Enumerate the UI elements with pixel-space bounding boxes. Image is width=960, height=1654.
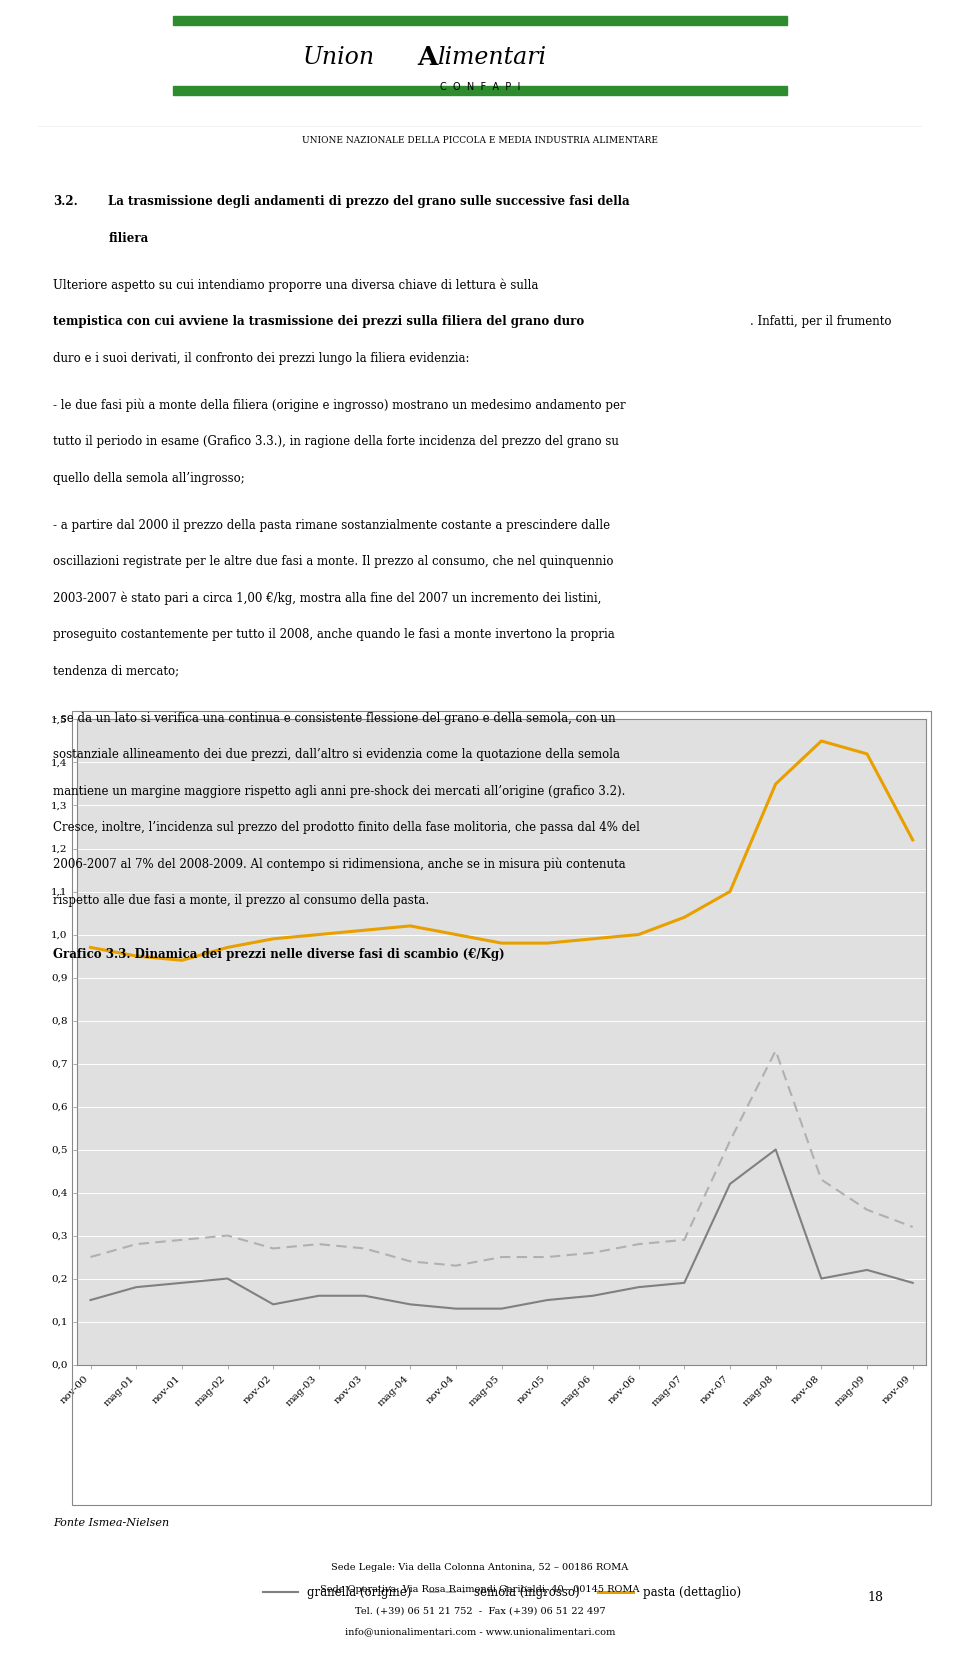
Text: Sede Operativa: Via Rosa Raimondi Garibaldi, 40 - 00145 ROMA: Sede Operativa: Via Rosa Raimondi Gariba… <box>321 1585 639 1593</box>
Text: Cresce, inoltre, l’incidenza sul prezzo del prodotto finito della fase molitoria: Cresce, inoltre, l’incidenza sul prezzo … <box>53 820 639 834</box>
Text: quello della semola all’ingrosso;: quello della semola all’ingrosso; <box>53 471 245 485</box>
Text: oscillazioni registrate per le altre due fasi a monte. Il prezzo al consumo, che: oscillazioni registrate per le altre due… <box>53 556 613 569</box>
Text: duro e i suoi derivati, il confronto dei prezzi lungo la filiera evidenzia:: duro e i suoi derivati, il confronto dei… <box>53 352 469 364</box>
Text: UNIONE NAZIONALE DELLA PICCOLA E MEDIA INDUSTRIA ALIMENTARE: UNIONE NAZIONALE DELLA PICCOLA E MEDIA I… <box>302 136 658 146</box>
Text: rispetto alle due fasi a monte, il prezzo al consumo della pasta.: rispetto alle due fasi a monte, il prezz… <box>53 893 429 906</box>
Text: Fonte Ismea-Nielsen: Fonte Ismea-Nielsen <box>53 1518 169 1528</box>
Text: tempistica con cui avviene la trasmissione dei prezzi sulla filiera del grano du: tempistica con cui avviene la trasmissio… <box>53 316 584 327</box>
Text: Union: Union <box>302 46 374 69</box>
Text: info@unionalimentari.com - www.unionalimentari.com: info@unionalimentari.com - www.unionalim… <box>345 1628 615 1636</box>
Text: Tel. (+39) 06 51 21 752  -  Fax (+39) 06 51 22 497: Tel. (+39) 06 51 21 752 - Fax (+39) 06 5… <box>354 1606 606 1614</box>
Bar <box>173 86 787 94</box>
Text: La trasmissione degli andamenti di prezzo del grano sulle successive fasi della: La trasmissione degli andamenti di prezz… <box>108 195 630 208</box>
Text: mantiene un margine maggiore rispetto agli anni pre-shock dei mercati all’origin: mantiene un margine maggiore rispetto ag… <box>53 784 625 797</box>
Text: . Infatti, per il frumento: . Infatti, per il frumento <box>750 316 891 327</box>
Text: 2006-2007 al 7% del 2008-2009. Al contempo si ridimensiona, anche se in misura p: 2006-2007 al 7% del 2008-2009. Al contem… <box>53 857 625 872</box>
Text: 18: 18 <box>867 1591 883 1604</box>
Text: filiera: filiera <box>108 232 149 245</box>
Text: 3.2.: 3.2. <box>53 195 78 208</box>
Bar <box>173 17 787 25</box>
Text: - a partire dal 2000 il prezzo della pasta rimane sostanzialmente costante a pre: - a partire dal 2000 il prezzo della pas… <box>53 519 610 533</box>
Text: tutto il periodo in esame (Grafico 3.3.), in ragione della forte incidenza del p: tutto il periodo in esame (Grafico 3.3.)… <box>53 435 618 448</box>
Text: - le due fasi più a monte della filiera (origine e ingrosso) mostrano un medesim: - le due fasi più a monte della filiera … <box>53 399 625 412</box>
Text: A: A <box>418 45 438 71</box>
Text: 2003-2007 è stato pari a circa 1,00 €/kg, mostra alla fine del 2007 un increment: 2003-2007 è stato pari a circa 1,00 €/kg… <box>53 592 601 605</box>
Text: Ulteriore aspetto su cui intendiamo proporre una diversa chiave di lettura è sul: Ulteriore aspetto su cui intendiamo prop… <box>53 280 542 293</box>
Text: Grafico 3.3. Dinamica dei prezzi nelle diverse fasi di scambio (€/Kg): Grafico 3.3. Dinamica dei prezzi nelle d… <box>53 948 504 961</box>
Text: tendenza di mercato;: tendenza di mercato; <box>53 665 179 678</box>
Text: sostanziale allineamento dei due prezzi, dall’altro si evidenzia come la quotazi: sostanziale allineamento dei due prezzi,… <box>53 748 620 761</box>
Legend: granella (origine), semola (ingrosso), pasta (dettaglio): granella (origine), semola (ingrosso), p… <box>258 1581 745 1604</box>
Text: limentari: limentari <box>437 46 546 69</box>
Text: proseguito costantemente per tutto il 2008, anche quando le fasi a monte inverto: proseguito costantemente per tutto il 20… <box>53 629 614 642</box>
Text: - se da un lato si verifica una continua e consistente flessione del grano e del: - se da un lato si verifica una continua… <box>53 711 615 724</box>
Text: C  O  N  F  A  P  I: C O N F A P I <box>440 81 520 93</box>
Text: Sede Legale: Via della Colonna Antonina, 52 – 00186 ROMA: Sede Legale: Via della Colonna Antonina,… <box>331 1563 629 1571</box>
